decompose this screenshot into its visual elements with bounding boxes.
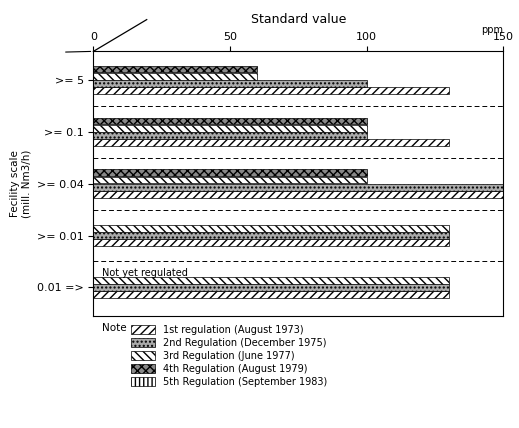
Bar [93, 132, 367, 139]
Bar [93, 80, 367, 87]
Y-axis label: Fecility scale
(mill. Nm3/h): Fecility scale (mill. Nm3/h) [10, 149, 31, 218]
Legend: 1st regulation (August 1973), 2nd Regulation (December 1975), 3rd Regulation (Ju: 1st regulation (August 1973), 2nd Regula… [131, 325, 327, 387]
Bar [93, 139, 449, 146]
Bar [93, 177, 367, 184]
Text: Not yet regulated: Not yet regulated [102, 268, 187, 278]
Bar [93, 191, 503, 198]
Bar [93, 284, 449, 291]
Text: Note  :: Note : [102, 323, 136, 333]
Bar [93, 169, 367, 176]
Bar [93, 87, 449, 94]
Bar [93, 291, 449, 298]
Bar [93, 232, 449, 239]
Bar [93, 65, 257, 72]
Bar [93, 225, 449, 232]
Bar [93, 277, 449, 283]
Bar [93, 118, 367, 124]
Bar [93, 239, 449, 246]
Text: ppm: ppm [482, 26, 503, 36]
Bar [93, 73, 257, 80]
Bar [93, 125, 367, 131]
Title: Standard value: Standard value [251, 13, 346, 26]
Bar [93, 184, 503, 190]
